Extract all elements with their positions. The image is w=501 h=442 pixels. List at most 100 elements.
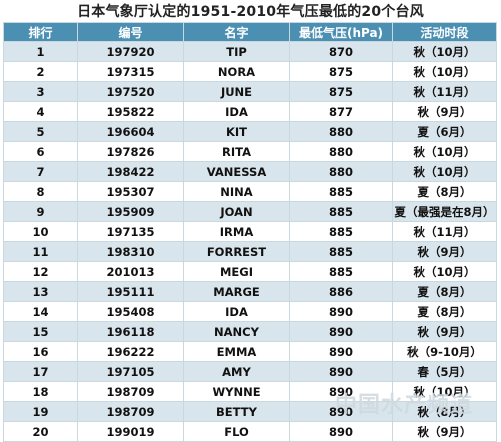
cell-pressure: 885 — [289, 261, 393, 282]
page-title: 日本气象厅认定的1951-2010年气压最低的20个台风 — [77, 4, 424, 20]
cell-id: 197315 — [77, 61, 184, 82]
cell-rank: 16 — [3, 341, 78, 362]
cell-id: 197135 — [77, 221, 184, 242]
table-row: 9 195909 JOAN 885 夏（最强是在8月） — [3, 201, 497, 222]
cell-name: RITA — [183, 141, 290, 162]
cell-rank: 19 — [3, 401, 78, 422]
cell-id: 195909 — [77, 201, 184, 222]
cell-rank: 7 — [3, 161, 78, 182]
cell-id: 196222 — [77, 341, 184, 362]
cell-id: 197826 — [77, 141, 184, 162]
table-row: 2 197315 NORA 875 秋（10月） — [3, 61, 497, 82]
cell-rank: 13 — [3, 281, 78, 302]
cell-period: 夏（8月） — [392, 301, 497, 322]
cell-period: 夏（8月） — [392, 181, 497, 202]
cell-rank: 18 — [3, 381, 78, 402]
table-row: 13 195111 MARGE 886 夏（8月） — [3, 281, 497, 302]
cell-name: JUNE — [183, 81, 290, 102]
table-row: 16 196222 EMMA 890 秋（9-10月） — [3, 341, 497, 362]
table-row: 12 201013 MEGI 885 秋（10月） — [3, 261, 497, 282]
cell-period: 秋（11月） — [392, 221, 497, 242]
cell-rank: 17 — [3, 361, 78, 382]
table-row: 5 196604 KIT 880 夏（6月） — [3, 121, 497, 142]
cell-id: 196118 — [77, 321, 184, 342]
cell-period: 夏（6月） — [392, 121, 497, 142]
cell-id: 198422 — [77, 161, 184, 182]
cell-pressure: 886 — [289, 281, 393, 302]
cell-rank: 12 — [3, 261, 78, 282]
column-header-rank: 排行 — [3, 22, 78, 42]
cell-pressure: 880 — [289, 121, 393, 142]
table-row: 4 195822 IDA 877 秋（9月） — [3, 101, 497, 122]
column-header-id: 编号 — [77, 22, 184, 42]
table-row: 1 197920 TIP 870 秋（10月） — [3, 41, 497, 62]
cell-period: 秋（10月） — [392, 41, 497, 62]
cell-pressure: 885 — [289, 181, 393, 202]
cell-period: 秋（10月） — [392, 141, 497, 162]
cell-id: 196604 — [77, 121, 184, 142]
cell-pressure: 885 — [289, 201, 393, 222]
cell-name: JOAN — [183, 201, 290, 222]
table-row: 17 197105 AMY 890 春（5月） — [3, 361, 497, 382]
cell-name: WYNNE — [183, 381, 290, 402]
table-row: 7 198422 VANESSA 880 秋（10月） — [3, 161, 497, 182]
column-header-name: 名字 — [183, 22, 290, 42]
cell-pressure: 877 — [289, 101, 393, 122]
cell-id: 198310 — [77, 241, 184, 262]
watermark-logo: 中国水产频道 — [334, 393, 473, 418]
cell-rank: 10 — [3, 221, 78, 242]
table-row: 14 195408 IDA 890 夏（8月） — [3, 301, 497, 322]
cell-pressure: 885 — [289, 241, 393, 262]
cell-name: FORREST — [183, 241, 290, 262]
cell-name: IDA — [183, 301, 290, 322]
cell-id: 195408 — [77, 301, 184, 322]
cell-rank: 5 — [3, 121, 78, 142]
cell-pressure: 890 — [289, 321, 393, 342]
cell-rank: 14 — [3, 301, 78, 322]
cell-name: MARGE — [183, 281, 290, 302]
table-header-row: 排行 编号 名字 最低气压(hPa) 活动时段 — [3, 22, 497, 42]
cell-period: 夏（8月） — [392, 281, 497, 302]
cell-name: NINA — [183, 181, 290, 202]
cell-name: VANESSA — [183, 161, 290, 182]
cell-period: 秋（11月） — [392, 81, 497, 102]
table-row: 11 198310 FORREST 885 秋（9月） — [3, 241, 497, 262]
cell-pressure: 875 — [289, 61, 393, 82]
cell-pressure: 875 — [289, 81, 393, 102]
cell-pressure: 885 — [289, 221, 393, 242]
cell-period: 夏（最强是在8月） — [392, 201, 497, 222]
cell-id: 195822 — [77, 101, 184, 122]
cell-name: TIP — [183, 41, 290, 62]
cell-period: 秋（10月） — [392, 161, 497, 182]
cell-period: 春（5月） — [392, 361, 497, 382]
cell-name: BETTY — [183, 401, 290, 422]
cell-rank: 15 — [3, 321, 78, 342]
cell-rank: 1 — [3, 41, 78, 62]
table-row: 3 197520 JUNE 875 秋（11月） — [3, 81, 497, 102]
cell-name: IDA — [183, 101, 290, 122]
cell-period: 秋（9月） — [392, 321, 497, 342]
table-row: 15 196118 NANCY 890 秋（9月） — [3, 321, 497, 342]
cell-period: 秋（10月） — [392, 261, 497, 282]
cell-rank: 8 — [3, 181, 78, 202]
cell-name: EMMA — [183, 341, 290, 362]
cell-id: 197105 — [77, 361, 184, 382]
cell-pressure: 890 — [289, 301, 393, 322]
cell-id: 197520 — [77, 81, 184, 102]
column-header-period: 活动时段 — [392, 22, 497, 42]
table-row: 18 198709 WYNNE 890 秋（10月） — [3, 381, 497, 402]
cell-pressure: 870 — [289, 41, 393, 62]
table-row: 10 197135 IRMA 885 秋（11月） — [3, 221, 497, 242]
cell-name: AMY — [183, 361, 290, 382]
cell-period: 秋（9-10月） — [392, 341, 497, 362]
cell-name: IRMA — [183, 221, 290, 242]
cell-pressure: 890 — [289, 361, 393, 382]
cell-pressure: 890 — [289, 401, 393, 422]
cell-rank: 11 — [3, 241, 78, 262]
cell-rank: 4 — [3, 101, 78, 122]
cell-name: NANCY — [183, 321, 290, 342]
table-row: 8 195307 NINA 885 夏（8月） — [3, 181, 497, 202]
typhoon-table: 排行 编号 名字 最低气压(hPa) 活动时段 1 197920 TIP 870 秋（1… — [3, 22, 497, 442]
cell-period: 秋（9月） — [392, 241, 497, 262]
cell-id: 198709 — [77, 381, 184, 402]
